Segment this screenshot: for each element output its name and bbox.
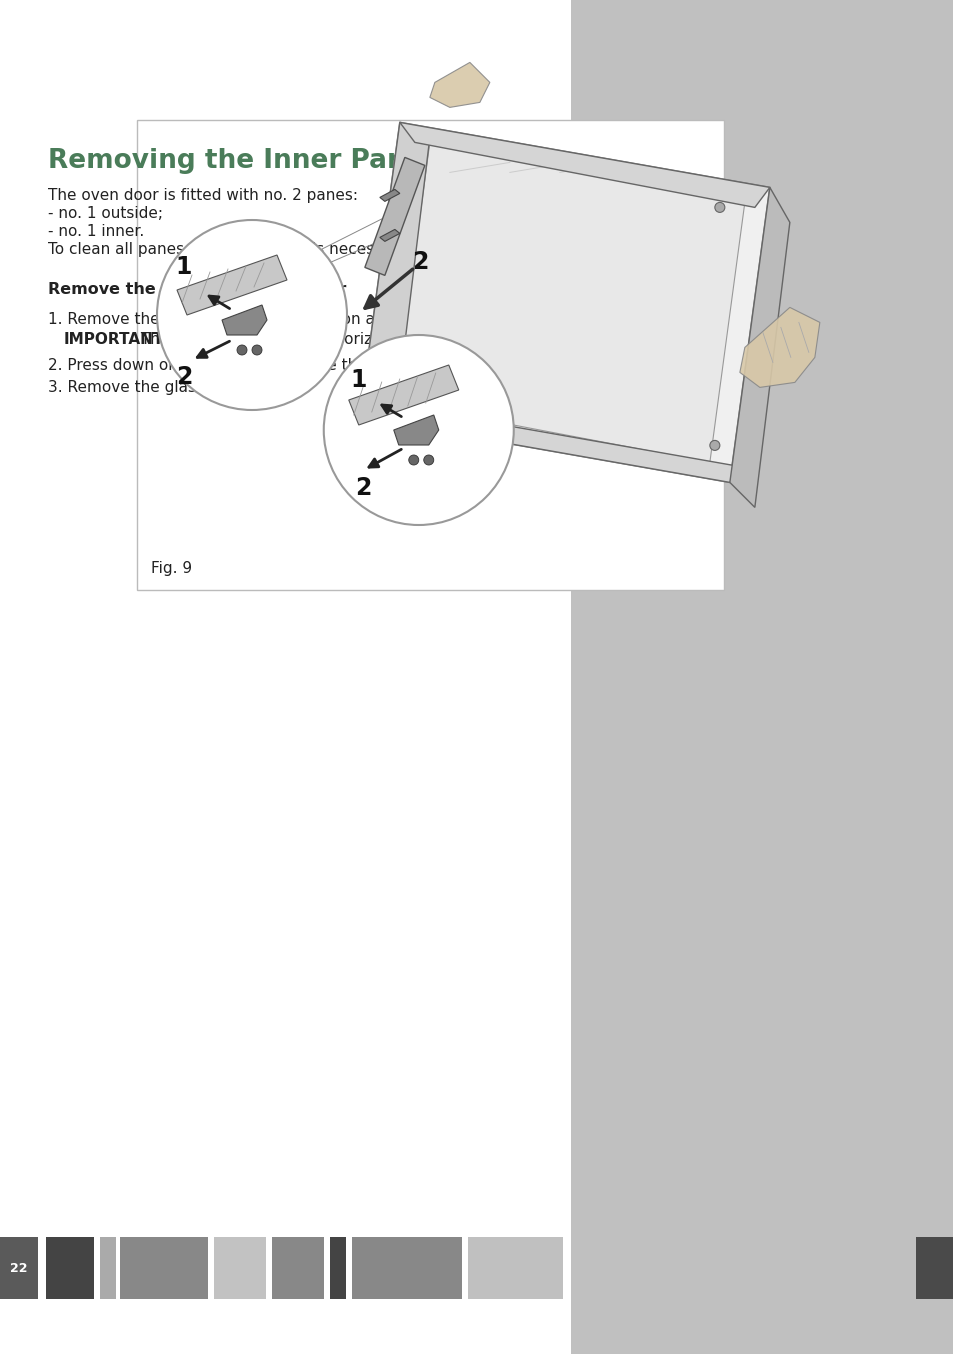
Bar [46,1238,94,1298]
Text: 2. Press down on both tabs to release the glass retainer.: 2. Press down on both tabs to release th… [48,357,479,372]
Text: IMPORTANT:: IMPORTANT: [64,332,170,347]
Polygon shape [359,122,769,482]
Polygon shape [395,142,744,463]
Circle shape [709,440,720,451]
Text: 1: 1 [350,368,367,393]
Bar [272,1238,324,1298]
Text: Fig. 9: Fig. 9 [151,561,192,575]
Circle shape [157,219,347,410]
Bar [571,0,953,1354]
Text: - no. 1 outside;: - no. 1 outside; [48,206,163,221]
Polygon shape [430,62,489,107]
Circle shape [714,202,724,213]
Text: Remove the Inner Glass Retainer: Remove the Inner Glass Retainer [48,282,346,297]
Circle shape [323,334,514,525]
Polygon shape [177,255,287,315]
Polygon shape [379,229,399,241]
Bar [213,1238,266,1298]
Polygon shape [740,307,819,387]
Text: 2: 2 [175,366,192,389]
Polygon shape [349,366,458,425]
Polygon shape [379,190,399,202]
Bar [352,1238,461,1298]
Text: 1: 1 [175,255,192,279]
Polygon shape [222,305,267,334]
Bar [120,1238,208,1298]
Text: 2: 2 [355,477,372,500]
Bar [100,1238,116,1298]
Polygon shape [394,414,438,445]
Text: To clean all panes on both sides it is necessary to remove the inner pane as fol: To clean all panes on both sides it is n… [48,242,693,257]
Text: Removing the Inner Pane of Glass: Removing the Inner Pane of Glass [48,148,551,175]
Bar [915,1238,953,1298]
Text: - no. 1 inner.: - no. 1 inner. [48,223,144,240]
Circle shape [236,345,247,355]
Polygon shape [399,122,769,207]
Circle shape [423,455,434,464]
Text: 22: 22 [10,1262,28,1274]
Polygon shape [364,157,424,275]
Bar [0,1238,38,1298]
Text: 3. Remove the glass retainer.: 3. Remove the glass retainer. [48,380,273,395]
Polygon shape [359,122,430,425]
Bar [137,121,723,590]
Circle shape [408,455,418,464]
Polygon shape [359,402,744,482]
Bar [330,1238,346,1298]
Text: The door shall be placed horizontally as per Fig. 9.: The door shall be placed horizontally as… [136,332,527,347]
Bar [468,1238,562,1298]
Polygon shape [729,187,789,508]
Text: The oven door is fitted with no. 2 panes:: The oven door is fitted with no. 2 panes… [48,188,357,203]
Text: 1. Remove the oven door and place it on a soft surface.: 1. Remove the oven door and place it on … [48,311,475,328]
Text: 2: 2 [412,250,428,275]
Circle shape [252,345,262,355]
